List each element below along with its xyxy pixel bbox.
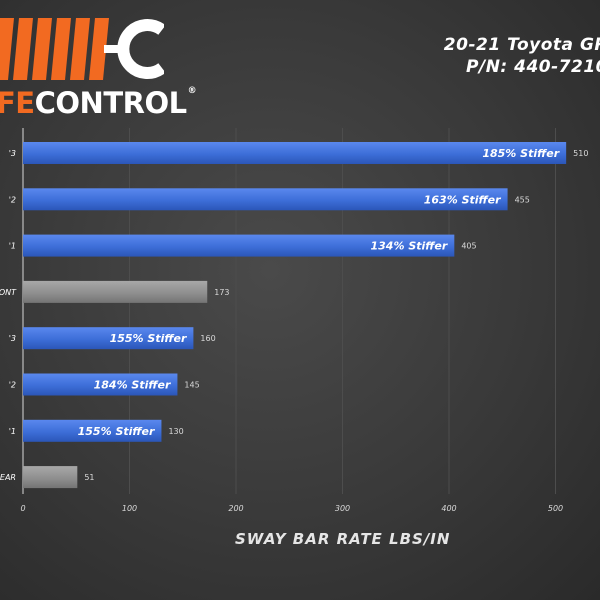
y-category-label: '2 [9, 195, 16, 204]
bar [23, 373, 178, 396]
x-tick-label: 100 [122, 504, 137, 513]
bar-percent-label: 184% Stiffer [94, 379, 171, 392]
y-category-label: EAR [0, 473, 16, 482]
x-tick-label: 300 [335, 504, 350, 513]
bar-percent-label: 185% Stiffer [482, 147, 559, 160]
bar [23, 419, 162, 442]
bar-percent-label: 134% Stiffer [371, 240, 448, 253]
bar-percent-label: 163% Stiffer [424, 193, 501, 206]
data-value-label: 510 [573, 149, 588, 158]
data-value-label: 130 [168, 427, 183, 436]
x-axis-label: SWAY BAR RATE LBS/IN [235, 530, 451, 548]
x-tick-label: 200 [228, 504, 243, 513]
bar [23, 142, 567, 164]
x-tick-label: 400 [441, 504, 456, 513]
y-category-label: ONT [0, 288, 17, 297]
brand-word-white: CONTROL [34, 86, 187, 120]
brand-logo: FECONTROL® [0, 10, 200, 120]
x-tick-label: 500 [548, 504, 563, 513]
y-category-label: '2 [9, 381, 16, 390]
brand-word-orange: FE [0, 86, 35, 120]
data-value-label: 405 [461, 242, 476, 251]
y-category-label: '1 [9, 242, 16, 251]
title-vehicle: 20-21 Toyota GR [443, 35, 600, 55]
y-category-label: '3 [9, 334, 16, 343]
registered-mark: ® [187, 86, 197, 96]
y-category-label: '1 [9, 427, 16, 436]
data-value-label: 455 [515, 195, 530, 204]
bar-percent-label: 155% Stiffer [78, 425, 155, 438]
bar-percent-label: 155% Stiffer [110, 332, 187, 345]
bar [23, 466, 78, 489]
bar [23, 280, 208, 303]
data-value-label: 173 [214, 288, 229, 297]
data-value-label: 51 [84, 473, 94, 482]
bar [23, 327, 194, 350]
bar [23, 234, 455, 257]
brand-logo-mark [0, 18, 164, 80]
y-category-label: '3 [9, 149, 16, 158]
bar [23, 188, 508, 211]
brand-wordmark: FECONTROL® [0, 86, 197, 120]
data-value-label: 160 [200, 334, 215, 343]
x-tick-label: 0 [20, 504, 25, 513]
data-value-label: 145 [184, 381, 199, 390]
chart-title: 20-21 Toyota GR P/N: 440-7210 [444, 34, 600, 78]
title-part-number: P/N: 440-7210 [466, 57, 600, 77]
